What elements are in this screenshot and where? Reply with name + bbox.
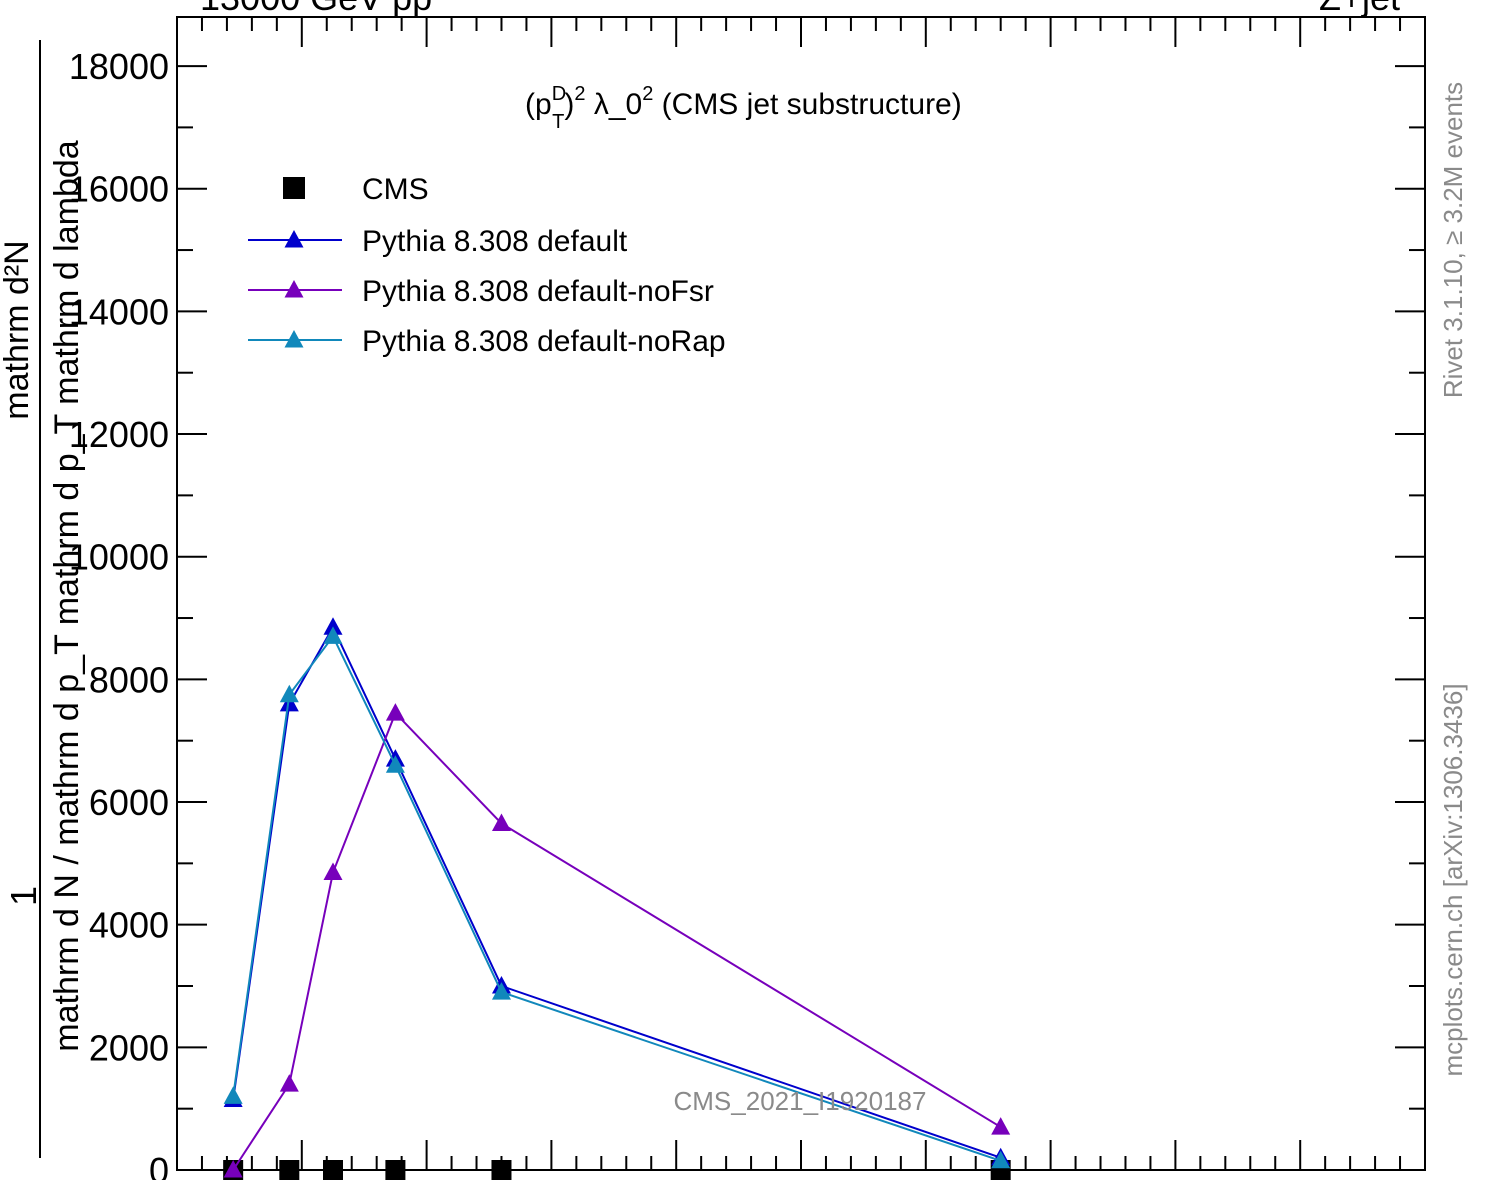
- data-point-triangle: [223, 1086, 243, 1104]
- title-tail: (CMS jet substructure): [653, 88, 961, 121]
- data-point-triangle: [323, 626, 343, 644]
- series-1: [223, 617, 1011, 1166]
- ylabel-numerator: mathrm d²N: [0, 240, 36, 419]
- legend-marker-triangle: [284, 280, 304, 298]
- y-tick-label: 18000: [69, 46, 169, 87]
- ylabel-one: 1: [3, 886, 44, 906]
- title-base: (p: [525, 88, 552, 121]
- legend-item: Pythia 8.308 default-noRap: [248, 325, 726, 358]
- data-point-triangle: [385, 703, 405, 721]
- legend: CMS Pythia 8.308 default Pythia 8.308 defa…: [248, 173, 726, 358]
- rivet-label: Rivet 3.1.10, ≥ 3.2M events: [1438, 82, 1468, 398]
- legend-label: Pythia 8.308 default-noRap: [362, 325, 726, 358]
- series-line: [232, 625, 1002, 1159]
- title-sup-d: D: [552, 83, 566, 105]
- analysis-watermark: CMS_2021_I1920187: [674, 1086, 927, 1116]
- mcplots-label: mcplots.cern.ch [arXiv:1306.3436]: [1438, 683, 1468, 1076]
- y-tick-label: 0: [149, 1150, 169, 1180]
- header-right-label: Z+jet: [1319, 0, 1400, 18]
- data-point-triangle: [223, 1160, 243, 1178]
- legend-marker-triangle: [284, 230, 304, 248]
- series-layer: [223, 617, 1011, 1180]
- data-point-square: [323, 1160, 343, 1180]
- y-tick-label: 8000: [89, 659, 169, 700]
- data-point-triangle: [279, 693, 299, 712]
- data-point-triangle: [491, 813, 511, 831]
- y-tick-label: 4000: [89, 905, 169, 946]
- data-point-triangle: [991, 1150, 1011, 1169]
- series-line: [232, 711, 1002, 1171]
- legend-marker-square: [283, 177, 305, 199]
- y-tick-label: 14000: [69, 291, 169, 332]
- data-point-triangle: [279, 1074, 299, 1092]
- data-point-triangle: [323, 862, 343, 881]
- data-point-triangle: [385, 755, 405, 773]
- data-point-square: [491, 1160, 512, 1180]
- data-point-triangle: [279, 684, 299, 703]
- chart-title: (pD T)2 λ_02 (CMS jet substructure): [525, 83, 962, 133]
- legend-item: Pythia 8.308 default-noFsr: [248, 275, 714, 308]
- legend-label: Pythia 8.308 default-noFsr: [362, 275, 714, 308]
- axis-ticks: [176, 17, 1426, 1171]
- series-2: [223, 703, 1011, 1178]
- data-point-triangle: [491, 982, 511, 1000]
- legend-marker-triangle: [284, 330, 304, 348]
- y-tick-label: 2000: [89, 1027, 169, 1068]
- y-tick-label: 6000: [89, 782, 169, 823]
- legend-label: Pythia 8.308 default: [362, 225, 628, 258]
- title-sup-2b: 2: [642, 83, 653, 105]
- legend-label: CMS: [362, 173, 429, 206]
- title-close: ): [564, 88, 574, 121]
- title-rest: λ_0: [585, 88, 642, 121]
- series-line: [232, 634, 1002, 1162]
- title-sub-t: T: [552, 111, 564, 133]
- y-tick-label: 12000: [69, 414, 169, 455]
- header-left-label: 13000 GeV pp: [200, 0, 432, 18]
- ylabel-denominator: mathrm d N / mathrm d p_T mathrm d p_T m…: [48, 140, 86, 1051]
- data-point-triangle: [991, 1117, 1011, 1135]
- series-0: [223, 1160, 1011, 1180]
- y-tick-label: 10000: [69, 537, 169, 578]
- legend-item: Pythia 8.308 default: [248, 225, 628, 258]
- y-tick-label: 16000: [69, 169, 169, 210]
- data-point-triangle: [323, 617, 343, 635]
- series-3: [223, 626, 1011, 1169]
- data-point-square: [385, 1160, 406, 1180]
- y-tick-labels: 0 2000 4000 6000 8000 10000 12000 14000 16000 180…: [69, 46, 169, 1180]
- legend-item: CMS: [283, 173, 429, 206]
- data-point-square: [279, 1160, 300, 1180]
- y-axis-label: 1 mathrm d²N mathrm d N / mathrm d p_T m…: [0, 40, 86, 1158]
- title-sup-2: 2: [574, 83, 585, 105]
